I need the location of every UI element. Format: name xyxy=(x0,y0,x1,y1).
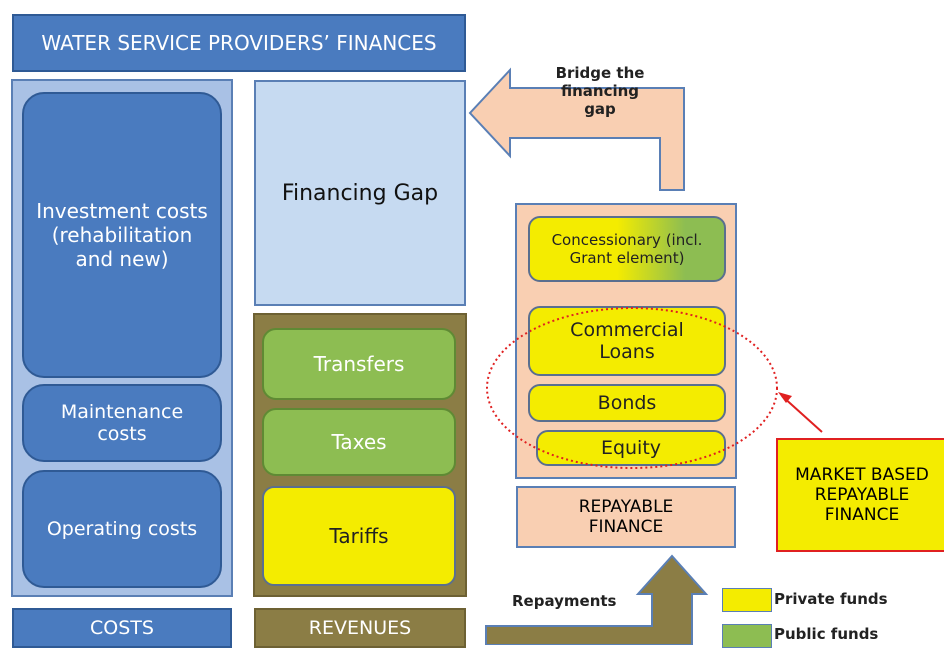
cost-item: Maintenance costs xyxy=(22,384,222,462)
finance-item: Bonds xyxy=(528,384,726,422)
highlight-ellipse xyxy=(486,307,778,469)
finance-item: Commercial Loans xyxy=(528,306,726,376)
cost-item: Investment costs (rehabilitation and new… xyxy=(22,92,222,378)
legend-swatch xyxy=(722,588,772,612)
revenue-item: Tariffs xyxy=(262,486,456,586)
repayment-arrow xyxy=(485,554,709,645)
title: WATER SERVICE PROVIDERS’ FINANCES xyxy=(12,14,466,72)
legend-label: Private funds xyxy=(774,590,888,608)
revenue-item: Taxes xyxy=(262,408,456,476)
finance-label: REPAYABLE FINANCE xyxy=(516,486,736,548)
bridge-arrow xyxy=(468,67,685,191)
finance-item: Concessionary (incl. Grant element) xyxy=(528,216,726,282)
legend-swatch xyxy=(722,624,772,648)
pointer-head xyxy=(778,392,792,403)
revenue-item: Transfers xyxy=(262,328,456,400)
legend-label: Public funds xyxy=(774,625,879,643)
pointer-line xyxy=(781,395,823,433)
market-box: MARKET BASED REPAYABLE FINANCE xyxy=(776,438,944,552)
bridge-label: Bridge the financing gap xyxy=(555,64,645,118)
cost-item: Operating costs xyxy=(22,470,222,588)
repayments-label: Repayments xyxy=(512,592,617,610)
financing-gap: Financing Gap xyxy=(254,80,466,306)
